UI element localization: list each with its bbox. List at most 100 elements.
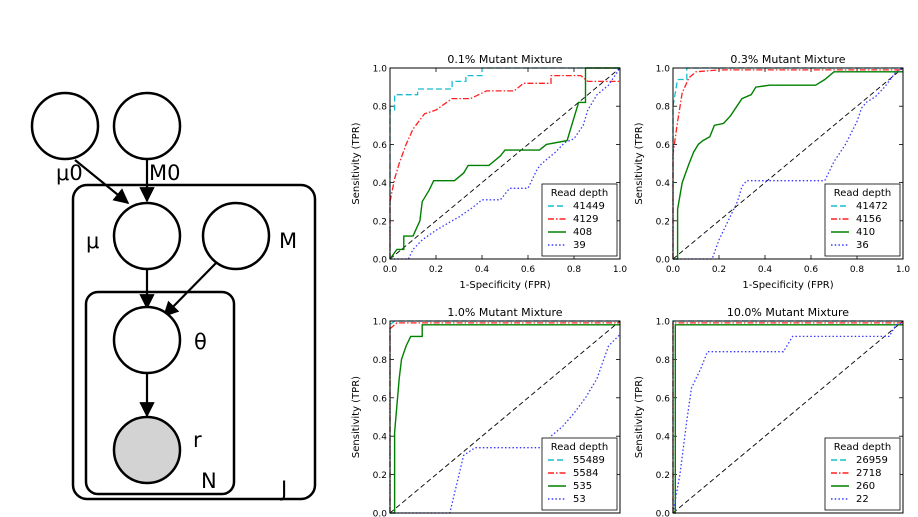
legend-box xyxy=(541,437,618,511)
plot-frame xyxy=(389,320,621,514)
y-tick-label: 0.2 xyxy=(373,471,387,481)
y-tick-label: 1.0 xyxy=(656,318,671,328)
y-tick-label: 1.0 xyxy=(373,65,388,75)
x-tick-label: 0.2 xyxy=(429,265,443,275)
series-line-22 xyxy=(672,322,904,514)
y-tick-label: 0.6 xyxy=(373,141,388,151)
chart-title: 0.1% Mutant Mixture xyxy=(447,53,562,66)
legend-label-22: 22 xyxy=(856,494,869,505)
series-line-36 xyxy=(673,67,904,260)
diagonal-reference-line xyxy=(389,320,621,514)
series-line-41449 xyxy=(389,67,620,259)
label-mu0: μ0 xyxy=(56,161,83,185)
y-tick-label: 0.6 xyxy=(656,394,671,404)
legend-label-4156: 4156 xyxy=(856,214,881,225)
legend-title: Read depth xyxy=(551,188,608,199)
y-tick-label: 0.0 xyxy=(373,510,388,517)
label-theta: θ xyxy=(194,330,207,354)
x-tick-label: 1.0 xyxy=(613,265,628,275)
label-M0: M0 xyxy=(149,161,180,185)
edge-M-theta xyxy=(162,261,218,318)
edge-mu0-mu xyxy=(74,159,130,204)
plot-frame xyxy=(672,320,904,514)
y-tick-label: 0.6 xyxy=(373,394,388,404)
roc-chart-0.3pct: 0.3% Mutant Mixture Sensitivity (TPR) 1-Sp… xyxy=(634,53,911,291)
y-tick-label: 0.4 xyxy=(656,179,671,189)
plot-frame xyxy=(389,67,621,260)
plate-label-N: N xyxy=(201,469,217,493)
x-tick-label: 0.0 xyxy=(383,265,398,275)
y-tick-label: 0.0 xyxy=(373,256,388,266)
series-line-535 xyxy=(390,324,620,514)
node-M0 xyxy=(112,91,182,161)
diagonal-reference-line xyxy=(389,67,621,260)
roc-chart-0.1pct: 0.1% Mutant Mixture Sensitivity (TPR) 1-Sp… xyxy=(351,53,628,291)
x-tick-label: 0.6 xyxy=(521,265,536,275)
x-tick-label: 0.2 xyxy=(712,265,726,275)
legend-label-5584: 5584 xyxy=(573,468,598,479)
legend-label-410: 410 xyxy=(856,227,875,238)
x-axis-label: 1-Specificity (FPR) xyxy=(742,280,833,291)
legend-label-4129: 4129 xyxy=(573,214,598,225)
x-tick-label: 0.6 xyxy=(804,265,819,275)
label-mu: μ xyxy=(86,229,99,253)
x-tick-label: 0.4 xyxy=(758,265,773,275)
legend-box xyxy=(824,437,901,511)
x-tick-label: 0.8 xyxy=(567,265,582,275)
y-tick-label: 0.2 xyxy=(656,217,670,227)
diagonal-reference-line xyxy=(672,67,904,260)
legend-label-260: 260 xyxy=(856,481,875,492)
x-tick-label: 0.8 xyxy=(850,265,865,275)
y-tick-label: 0.0 xyxy=(656,256,671,266)
label-M: M xyxy=(279,229,297,253)
y-axis-label: Sensitivity (TPR) xyxy=(351,376,362,458)
legend-label-2718: 2718 xyxy=(856,468,881,479)
legend-label-408: 408 xyxy=(573,227,592,238)
chart-title: 1.0% Mutant Mixture xyxy=(447,306,562,319)
legend-title: Read depth xyxy=(551,442,608,453)
y-tick-label: 1.0 xyxy=(656,65,671,75)
y-tick-label: 1.0 xyxy=(373,318,388,328)
node-M xyxy=(201,201,271,271)
node-mu0 xyxy=(30,91,100,161)
legend-label-53: 53 xyxy=(573,494,586,505)
y-axis-label: Sensitivity (TPR) xyxy=(351,122,362,204)
y-tick-label: 0.8 xyxy=(373,103,388,113)
legend-label-55489: 55489 xyxy=(573,455,605,466)
legend-label-26959: 26959 xyxy=(856,455,888,466)
legend-title: Read depth xyxy=(834,188,891,199)
graphical-model-diagram: μ0 M0 μ M θ r N J xyxy=(30,91,317,501)
legend-label-39: 39 xyxy=(573,240,586,251)
series-line-4156 xyxy=(672,69,903,259)
chart-title: 10.0% Mutant Mixture xyxy=(727,306,849,319)
roc-chart-10.0pct: 10.0% Mutant Mixture Sensitivity (TPR) 0.0… xyxy=(634,306,904,517)
plate-J xyxy=(71,183,317,501)
y-tick-label: 0.8 xyxy=(373,356,388,366)
y-axis-label: Sensitivity (TPR) xyxy=(634,376,645,458)
diagonal-reference-line xyxy=(672,320,904,514)
legend-box xyxy=(541,183,618,257)
y-tick-label: 0.8 xyxy=(656,103,671,113)
y-tick-label: 0.6 xyxy=(656,141,671,151)
plate-N xyxy=(84,290,236,496)
legend-label-41449: 41449 xyxy=(573,201,605,212)
chart-title: 0.3% Mutant Mixture xyxy=(730,53,845,66)
node-mu xyxy=(112,201,182,271)
y-tick-label: 0.4 xyxy=(373,179,388,189)
series-line-4129 xyxy=(389,74,620,259)
x-tick-label: 0.0 xyxy=(666,265,681,275)
x-tick-label: 0.4 xyxy=(475,265,490,275)
legend-box xyxy=(824,183,901,257)
legend-label-535: 535 xyxy=(573,481,592,492)
series-line-408 xyxy=(389,67,620,260)
legend-title: Read depth xyxy=(834,442,891,453)
roc-chart-1.0pct: 1.0% Mutant Mixture Sensitivity (TPR) 0.0 0… xyxy=(351,306,621,517)
x-axis-label: 1-Specificity (FPR) xyxy=(459,280,550,291)
y-tick-label: 0.0 xyxy=(656,510,671,517)
legend-label-41472: 41472 xyxy=(856,201,888,212)
plot-frame xyxy=(672,67,904,260)
plate-label-J: J xyxy=(279,477,287,501)
y-tick-label: 0.2 xyxy=(373,217,387,227)
series-line-39 xyxy=(390,67,621,260)
x-tick-label: 1.0 xyxy=(896,265,911,275)
